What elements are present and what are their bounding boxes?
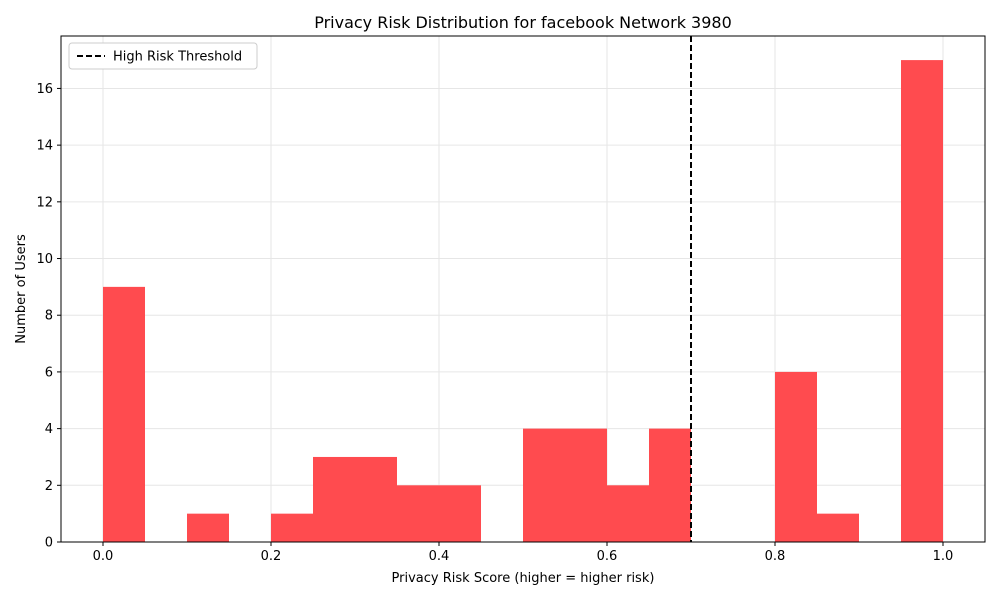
y-axis-ticks: 0 2 4 6 8 10 12 14 16: [36, 82, 61, 551]
histogram-bar: [271, 513, 313, 542]
y-tick-label: 16: [36, 82, 53, 97]
y-tick-label: 14: [36, 139, 53, 154]
y-tick-label: 0: [45, 536, 53, 551]
x-tick-label: 0.2: [261, 549, 282, 564]
histogram-bar: [397, 485, 439, 542]
histogram-bar: [565, 428, 607, 542]
histogram-bars: [103, 60, 943, 542]
legend-box: [68, 42, 258, 70]
x-tick-label: 0.0: [93, 549, 114, 564]
legend: High Risk Threshold: [68, 42, 258, 70]
x-axis-ticks: 0.0 0.2 0.4 0.6 0.8 1.0: [93, 542, 954, 564]
x-tick-label: 1.0: [933, 549, 954, 564]
legend-threshold-label: High Risk Threshold: [113, 50, 242, 65]
histogram-bar: [817, 513, 859, 542]
y-tick-label: 6: [45, 365, 53, 380]
histogram-bar: [187, 513, 229, 542]
x-axis-label: Privacy Risk Score (higher = higher risk…: [392, 571, 655, 586]
plot-frame: [60, 35, 986, 543]
x-tick-label: 0.8: [765, 549, 786, 564]
chart-title: Privacy Risk Distribution for facebook N…: [314, 13, 732, 32]
histogram-bar: [313, 456, 355, 542]
histogram-bar: [901, 60, 943, 542]
histogram-bar: [607, 485, 649, 542]
y-axis-label: Number of Users: [14, 234, 29, 344]
histogram-bar: [649, 428, 691, 542]
y-tick-label: 2: [45, 479, 53, 494]
y-tick-label: 10: [36, 252, 53, 267]
histogram-bar: [103, 286, 145, 542]
y-tick-label: 8: [45, 309, 53, 324]
y-tick-label: 4: [45, 422, 53, 437]
histogram-bar: [775, 371, 817, 542]
x-tick-label: 0.6: [597, 549, 618, 564]
y-tick-label: 12: [36, 195, 53, 210]
histogram-bar: [355, 456, 397, 542]
x-tick-label: 0.4: [429, 549, 450, 564]
histogram-bar: [439, 485, 481, 542]
histogram-bar: [523, 428, 565, 542]
